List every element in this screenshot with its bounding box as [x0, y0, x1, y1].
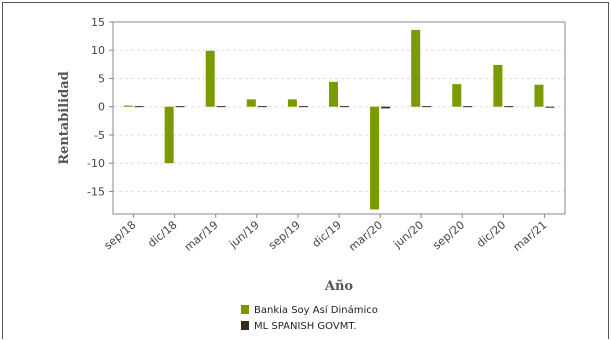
- legend-swatch: [241, 321, 249, 330]
- legend-swatch: [241, 305, 249, 314]
- x-tick-label: sep/20: [430, 218, 467, 252]
- bar-bankia-dic-19: [329, 81, 338, 107]
- bar-bankia-jun-19: [246, 99, 256, 107]
- y-tick-label: -15: [87, 185, 105, 198]
- bar-ml-spanish-sep-20: [463, 106, 473, 108]
- y-axis-title: Rentabilidad: [57, 71, 72, 164]
- bar-bankia-sep-19: [287, 99, 297, 107]
- x-tick-label: dic/19: [310, 218, 344, 250]
- x-tick-label: dic/18: [145, 218, 179, 250]
- bar-bankia-dic-18: [164, 106, 174, 164]
- x-tick-label: jun/20: [390, 218, 426, 251]
- y-tick-label: 15: [91, 16, 105, 29]
- x-tick-label: mar/20: [346, 218, 385, 253]
- bar-ml-spanish-mar-20: [381, 106, 391, 109]
- y-tick-label: 10: [91, 44, 105, 57]
- legend-label: Bankia Soy Así Dinámico: [254, 304, 378, 316]
- x-tick-label: sep/18: [102, 218, 139, 252]
- bar-bankia-sep-20: [452, 84, 462, 107]
- bar-bankia-dic-20: [493, 64, 503, 107]
- bar-ml-spanish-mar-19: [216, 106, 226, 108]
- y-tick-label: -10: [87, 157, 105, 170]
- bar-bankia-mar-21: [534, 84, 544, 107]
- legend-label: ML SPANISH GOVMT.: [254, 321, 356, 332]
- x-tick-label: sep/19: [266, 218, 303, 252]
- bar-bankia-sep-18: [123, 105, 133, 107]
- x-tick-label: mar/19: [182, 218, 221, 253]
- y-tick-label: -5: [94, 129, 105, 142]
- bar-bankia-jun-20: [411, 29, 421, 107]
- y-axis-ticks: 15 10 5 0 -5 -10 -15: [87, 16, 113, 198]
- bars: [123, 29, 555, 210]
- legend: Bankia Soy Así Dinámico ML SPANISH GOVMT.: [241, 304, 378, 332]
- bar-ml-spanish-sep-19: [298, 106, 308, 108]
- x-tick-label: jun/19: [226, 218, 262, 251]
- bar-bankia-mar-19: [205, 50, 215, 107]
- bar-ml-spanish-dic-20: [504, 106, 514, 108]
- bar-ml-spanish-sep-18: [134, 106, 144, 108]
- y-tick-label: 5: [98, 72, 105, 85]
- bar-ml-spanish-dic-19: [340, 106, 349, 108]
- x-axis-ticks: sep/18 dic/18 mar/19 jun/19 sep/19 dic/19 mar/…: [102, 214, 550, 254]
- bar-ml-spanish-dic-18: [175, 106, 185, 108]
- bar-ml-spanish-jun-19: [257, 106, 267, 108]
- plot-area: [112, 21, 566, 215]
- x-tick-label: dic/20: [474, 218, 508, 250]
- bar-bankia-mar-20: [370, 106, 380, 210]
- x-axis-title: Año: [324, 279, 354, 294]
- bar-ml-spanish-jun-20: [422, 106, 432, 108]
- bar-ml-spanish-mar-21: [545, 106, 555, 108]
- x-tick-label: mar/21: [511, 218, 550, 253]
- y-tick-label: 0: [98, 101, 105, 114]
